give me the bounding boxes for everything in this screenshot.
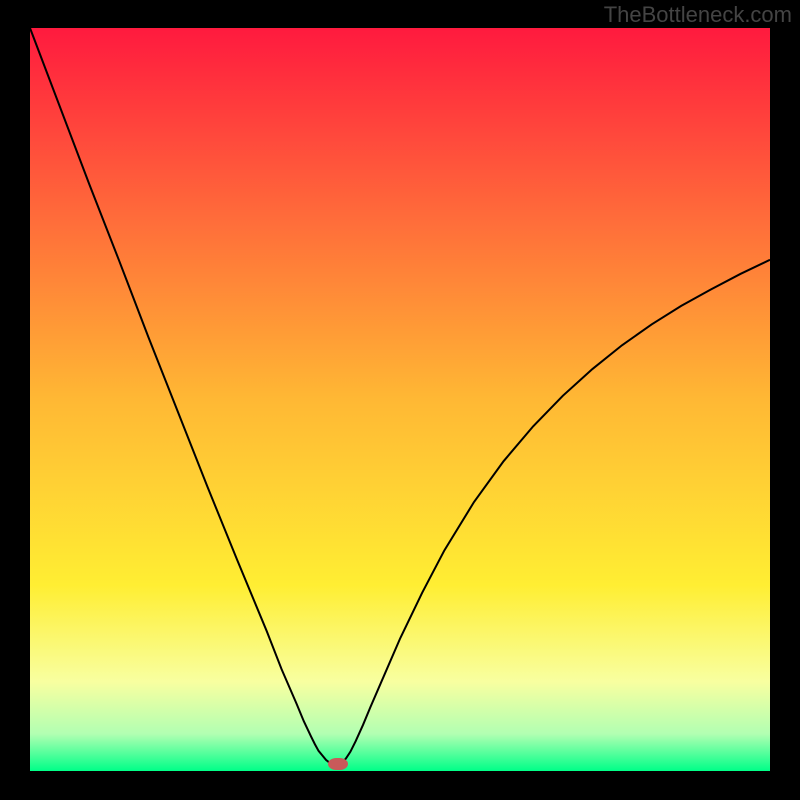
bottleneck-curve <box>30 28 770 771</box>
minimum-marker <box>328 758 348 770</box>
curve-path <box>30 28 770 766</box>
chart-plot-area <box>30 28 770 771</box>
watermark-text: TheBottleneck.com <box>604 2 792 28</box>
